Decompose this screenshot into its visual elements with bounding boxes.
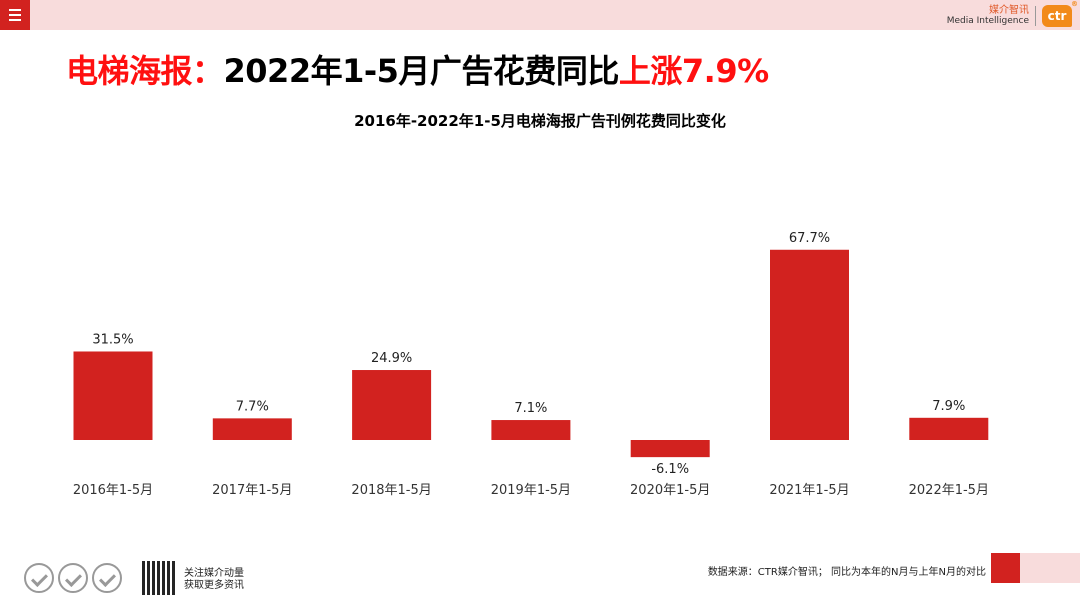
x-tick-label-6: 2022年1-5月: [909, 483, 989, 498]
top-bar: [0, 0, 1080, 30]
ctr-logo-icon: ctr ®: [1042, 0, 1078, 27]
data-label-5: 67.7%: [789, 231, 830, 246]
data-label-1: 7.7%: [236, 399, 269, 414]
bar-1: [212, 418, 292, 440]
qr-caption-line1: 关注媒介动量: [184, 568, 244, 579]
menu-button[interactable]: [0, 0, 30, 30]
registered-mark: ®: [1071, 0, 1078, 8]
page-title: 电梯海报：2022年1-5月广告花费同比上涨7.9%: [66, 46, 769, 92]
brand-name-en: Media Intelligence: [946, 16, 1029, 26]
footer-pink-block: [1020, 553, 1080, 583]
title-topic: 电梯海报：: [66, 52, 224, 90]
brand-name-cn: 媒介智讯: [989, 5, 1029, 16]
x-tick-label-2: 2018年1-5月: [351, 483, 431, 498]
title-period: 2022年1-5月广告花费同比: [223, 52, 620, 90]
source-note: 数据来源：CTR媒介智讯； 同比为本年的N月与上年N月的对比: [707, 567, 986, 578]
title-highlight: 上涨7.9%: [618, 52, 769, 90]
x-tick-label-1: 2017年1-5月: [212, 483, 292, 498]
bar-0: [73, 351, 153, 440]
hamburger-icon-line: [9, 14, 21, 16]
data-label-2: 24.9%: [371, 351, 412, 366]
brand-text: 媒介智讯 Media Intelligence: [947, 5, 1029, 27]
qr-code-icon[interactable]: [142, 561, 176, 595]
bar-4: [630, 440, 710, 458]
certification-badges: [24, 563, 122, 593]
data-label-3: 7.1%: [514, 401, 547, 416]
bar-6: [909, 417, 989, 440]
data-label-4: -6.1%: [651, 462, 689, 477]
sgs-badge-icon: [58, 563, 88, 593]
x-tick-label-3: 2019年1-5月: [491, 483, 571, 498]
brand-logo-group: 媒介智讯 Media Intelligence ctr ®: [947, 0, 1078, 29]
qr-caption: 关注媒介动量 获取更多资讯: [184, 568, 244, 592]
sgs-badge-icon: [24, 563, 54, 593]
data-label-6: 7.9%: [932, 399, 965, 414]
bar-3: [491, 420, 571, 440]
x-tick-label-0: 2016年1-5月: [73, 483, 153, 498]
brand-divider: [1035, 6, 1036, 26]
bar-2: [352, 370, 432, 440]
sgs-badge-icon: [92, 563, 122, 593]
x-tick-label-4: 2020年1-5月: [630, 483, 710, 498]
x-tick-label-5: 2021年1-5月: [769, 483, 849, 498]
hamburger-icon: [9, 9, 21, 11]
ctr-logo-text: ctr: [1047, 9, 1067, 23]
hamburger-icon-line: [9, 19, 21, 21]
chart-title: 2016年-2022年1-5月电梯海报广告刊例花费同比变化: [354, 112, 726, 130]
data-label-0: 31.5%: [92, 332, 133, 347]
bar-5: [770, 249, 849, 440]
footer-accent-block: [991, 553, 1021, 583]
qr-caption-line2: 获取更多资讯: [184, 580, 244, 591]
